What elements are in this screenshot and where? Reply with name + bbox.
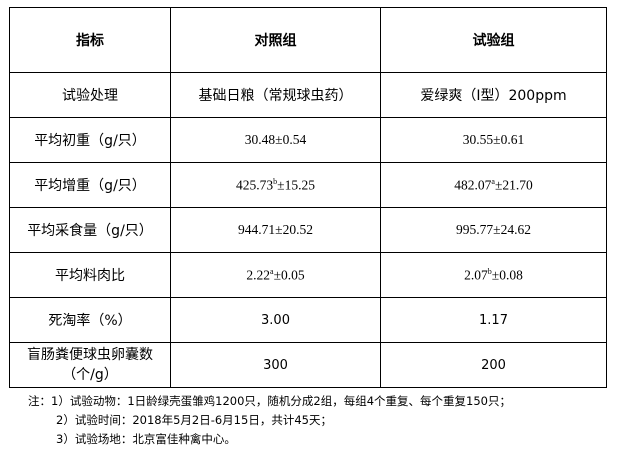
test-value: 2.07b±0.08 bbox=[380, 252, 607, 298]
table-row: 试验处理 基础日粮（常规球虫药） 爱绿爽（Ⅰ型）200ppm bbox=[9, 72, 607, 118]
value: 482.07 bbox=[454, 177, 492, 193]
table-row: 死淘率（%） 3.00 1.17 bbox=[9, 297, 607, 343]
header-test: 试验组 bbox=[380, 7, 607, 73]
value: 425.73 bbox=[236, 177, 274, 193]
significance-mark: b bbox=[487, 266, 492, 276]
error: ±15.25 bbox=[277, 177, 315, 193]
significance-mark: a bbox=[270, 266, 274, 276]
table-row: 平均初重（g/只） 30.48±0.54 30.55±0.61 bbox=[9, 117, 607, 163]
control-value: 300 bbox=[170, 342, 381, 388]
results-table: 指标 对照组 试验组 试验处理 基础日粮（常规球虫药） 爱绿爽（Ⅰ型）200pp… bbox=[9, 7, 607, 388]
significance-mark: a bbox=[491, 176, 495, 186]
error: ±0.08 bbox=[491, 267, 523, 283]
header-row: 指标 对照组 试验组 bbox=[9, 7, 607, 73]
row-label: 平均采食量（g/只） bbox=[9, 207, 171, 253]
control-value: 944.71±20.52 bbox=[170, 207, 381, 253]
row-label: 平均料肉比 bbox=[9, 252, 171, 298]
control-value: 425.73b±15.25 bbox=[170, 162, 381, 208]
table-row: 平均料肉比 2.22a±0.05 2.07b±0.08 bbox=[9, 252, 607, 298]
test-value: 1.17 bbox=[380, 297, 607, 343]
note-3: 3）试验场地：北京富佳种禽中心。 bbox=[56, 432, 236, 446]
table-notes: 注：1）试验动物：1日龄绿壳蛋雏鸡1200只，随机分成2组，每组4个重复、每个重… bbox=[28, 392, 511, 449]
header-indicator: 指标 bbox=[9, 7, 171, 73]
error: ±0.05 bbox=[273, 267, 305, 283]
note-1: 注：1）试验动物：1日龄绿壳蛋雏鸡1200只，随机分成2组，每组4个重复、每个重… bbox=[28, 394, 511, 408]
row-label: 盲肠粪便球虫卵囊数（个/g） bbox=[9, 342, 171, 388]
control-value: 2.22a±0.05 bbox=[170, 252, 381, 298]
test-value: 200 bbox=[380, 342, 607, 388]
row-label: 死淘率（%） bbox=[9, 297, 171, 343]
test-value: 482.07a±21.70 bbox=[380, 162, 607, 208]
row-label: 试验处理 bbox=[9, 72, 171, 118]
control-value: 30.48±0.54 bbox=[170, 117, 381, 163]
table-row: 平均增重（g/只） 425.73b±15.25 482.07a±21.70 bbox=[9, 162, 607, 208]
row-label: 平均增重（g/只） bbox=[9, 162, 171, 208]
control-value: 3.00 bbox=[170, 297, 381, 343]
header-control: 对照组 bbox=[170, 7, 381, 73]
test-value: 爱绿爽（Ⅰ型）200ppm bbox=[380, 72, 607, 118]
error: ±21.70 bbox=[494, 177, 533, 193]
significance-mark: b bbox=[273, 176, 278, 186]
control-value: 基础日粮（常规球虫药） bbox=[170, 72, 381, 118]
test-value: 995.77±24.62 bbox=[380, 207, 607, 253]
table-row: 盲肠粪便球虫卵囊数（个/g） 300 200 bbox=[9, 342, 607, 388]
note-2: 2）试验时间：2018年5月2日-6月15日，共计45天； bbox=[56, 413, 332, 427]
test-value: 30.55±0.61 bbox=[380, 117, 607, 163]
value: 2.22 bbox=[246, 267, 270, 283]
value: 2.07 bbox=[464, 267, 488, 283]
table-row: 平均采食量（g/只） 944.71±20.52 995.77±24.62 bbox=[9, 207, 607, 253]
row-label: 平均初重（g/只） bbox=[9, 117, 171, 163]
